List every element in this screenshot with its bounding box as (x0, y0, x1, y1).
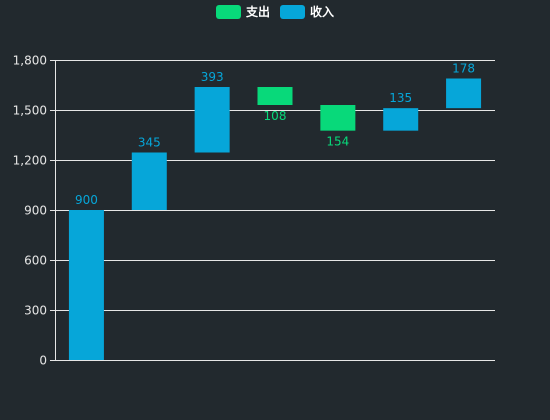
data-label-income: 135 (389, 91, 412, 105)
y-tick-label: 300 (24, 304, 47, 318)
legend: 支出 收入 (216, 4, 334, 19)
y-tick-label: 0 (39, 354, 47, 368)
bar-expense[interactable] (320, 105, 356, 131)
legend-swatch-expense (216, 5, 241, 19)
data-label-income: 900 (75, 193, 98, 207)
grid (55, 60, 495, 361)
bar-income[interactable] (194, 87, 230, 153)
bar-expense[interactable] (257, 87, 293, 105)
data-labels: 108 154 900 345 393 135 178 (75, 62, 475, 208)
legend-swatch-income (280, 5, 305, 19)
y-tick-label: 600 (24, 254, 47, 268)
bar-income[interactable] (383, 108, 419, 131)
y-axis: 0 300 600 900 1,200 1,500 1,800 (13, 54, 56, 368)
data-label-expense: 154 (326, 135, 349, 149)
bars (68, 78, 482, 360)
y-tick-label: 1,800 (13, 54, 47, 68)
y-tick-label: 900 (24, 204, 47, 218)
legend-item-income[interactable]: 收入 (280, 4, 334, 19)
y-tick-label: 1,500 (13, 104, 47, 118)
bar-income[interactable] (68, 210, 104, 360)
bar-income[interactable] (446, 78, 482, 109)
legend-label-income: 收入 (310, 4, 334, 19)
legend-item-expense[interactable]: 支出 (216, 4, 270, 19)
data-label-expense: 108 (264, 109, 287, 123)
legend-label-expense: 支出 (245, 4, 270, 19)
bar-income[interactable] (131, 152, 167, 211)
data-label-income: 345 (138, 136, 161, 150)
y-tick-label: 1,200 (13, 154, 47, 168)
data-label-income: 178 (452, 62, 475, 76)
data-label-income: 393 (201, 70, 224, 84)
